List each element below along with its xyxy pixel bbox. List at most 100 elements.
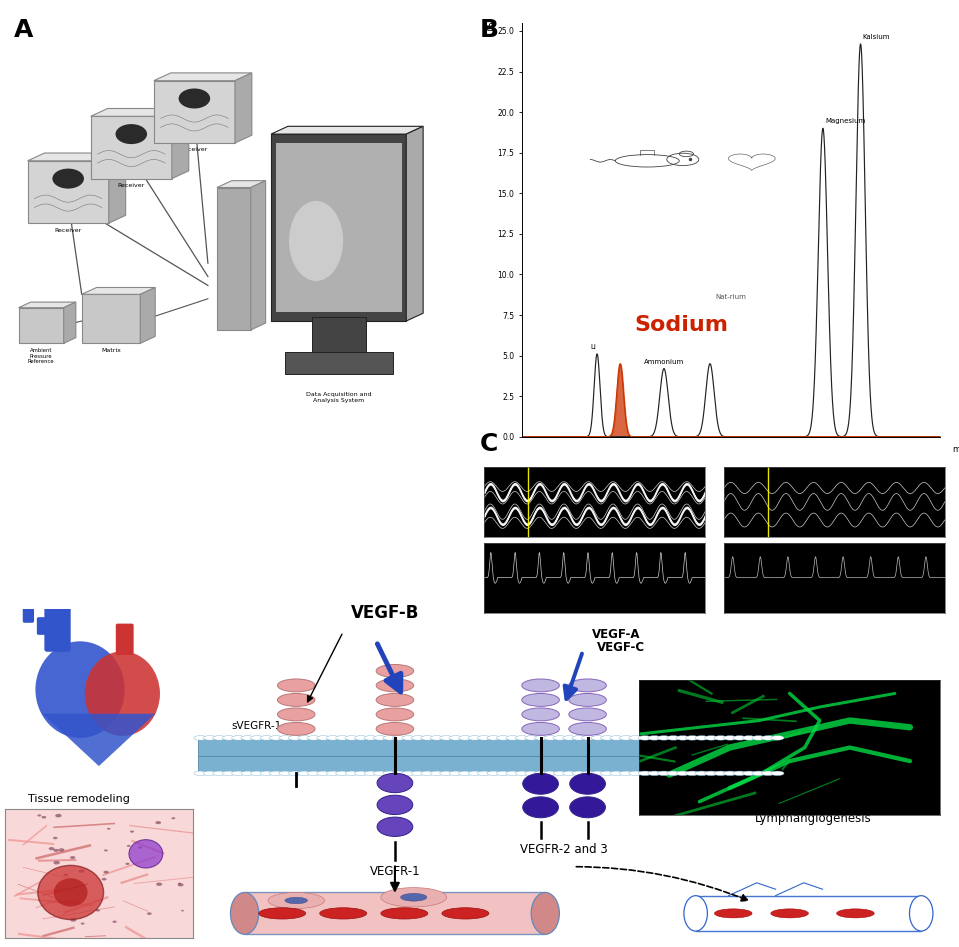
- Circle shape: [676, 736, 690, 741]
- Text: VEGFR-1: VEGFR-1: [369, 865, 420, 878]
- FancyBboxPatch shape: [198, 738, 781, 756]
- Circle shape: [374, 771, 386, 776]
- Polygon shape: [82, 288, 155, 295]
- Polygon shape: [153, 73, 252, 80]
- FancyBboxPatch shape: [245, 892, 546, 935]
- Text: VEGFR-2 and 3: VEGFR-2 and 3: [520, 843, 608, 856]
- Circle shape: [600, 771, 614, 776]
- Circle shape: [307, 736, 320, 741]
- Circle shape: [269, 771, 283, 776]
- Circle shape: [544, 771, 557, 776]
- Circle shape: [515, 771, 528, 776]
- Ellipse shape: [442, 908, 489, 919]
- Circle shape: [648, 736, 661, 741]
- Circle shape: [326, 736, 339, 741]
- Circle shape: [364, 736, 377, 741]
- Circle shape: [289, 736, 301, 741]
- Ellipse shape: [836, 909, 875, 918]
- Circle shape: [232, 736, 245, 741]
- FancyBboxPatch shape: [198, 756, 781, 774]
- Bar: [91, 116, 172, 179]
- Circle shape: [761, 771, 775, 776]
- Circle shape: [515, 736, 528, 741]
- Circle shape: [733, 736, 746, 741]
- Circle shape: [241, 771, 254, 776]
- Ellipse shape: [377, 795, 412, 814]
- Circle shape: [620, 771, 633, 776]
- Circle shape: [345, 771, 359, 776]
- Circle shape: [573, 736, 585, 741]
- Circle shape: [591, 736, 604, 741]
- Circle shape: [345, 736, 359, 741]
- Circle shape: [392, 736, 406, 741]
- Circle shape: [478, 736, 491, 741]
- Circle shape: [497, 771, 509, 776]
- Ellipse shape: [531, 892, 559, 935]
- Circle shape: [648, 771, 661, 776]
- Circle shape: [714, 771, 727, 776]
- Circle shape: [600, 736, 614, 741]
- Circle shape: [316, 736, 330, 741]
- Circle shape: [620, 736, 633, 741]
- Text: Hematopoiesis: Hematopoiesis: [29, 886, 111, 897]
- Ellipse shape: [319, 908, 366, 919]
- Bar: [312, 316, 365, 357]
- Ellipse shape: [268, 892, 324, 908]
- Circle shape: [402, 771, 415, 776]
- Circle shape: [695, 771, 709, 776]
- Circle shape: [241, 736, 254, 741]
- Text: VEGF-C: VEGF-C: [596, 641, 645, 654]
- Text: D: D: [19, 618, 39, 643]
- Circle shape: [449, 771, 462, 776]
- Ellipse shape: [377, 774, 412, 793]
- Polygon shape: [28, 153, 126, 161]
- Circle shape: [569, 708, 606, 721]
- Circle shape: [336, 771, 349, 776]
- Polygon shape: [18, 302, 76, 308]
- Ellipse shape: [570, 774, 605, 795]
- Circle shape: [326, 771, 339, 776]
- Circle shape: [752, 736, 765, 741]
- Circle shape: [307, 771, 320, 776]
- Ellipse shape: [381, 908, 428, 919]
- Circle shape: [723, 771, 737, 776]
- Ellipse shape: [684, 896, 708, 931]
- Ellipse shape: [909, 896, 933, 931]
- Bar: [285, 352, 393, 374]
- Circle shape: [582, 771, 595, 776]
- Ellipse shape: [178, 88, 210, 109]
- Circle shape: [376, 708, 413, 721]
- Circle shape: [667, 736, 680, 741]
- Text: Tissue remodeling: Tissue remodeling: [29, 795, 130, 804]
- Circle shape: [761, 736, 775, 741]
- Polygon shape: [91, 109, 189, 116]
- Text: Monocyte activation: Monocyte activation: [29, 864, 142, 874]
- Circle shape: [279, 771, 292, 776]
- Circle shape: [376, 723, 413, 735]
- Circle shape: [203, 736, 217, 741]
- Circle shape: [676, 771, 690, 776]
- Circle shape: [714, 736, 727, 741]
- Circle shape: [657, 736, 670, 741]
- Circle shape: [213, 736, 226, 741]
- Circle shape: [279, 736, 292, 741]
- Polygon shape: [235, 73, 252, 143]
- Text: VEGF-B: VEGF-B: [351, 604, 420, 622]
- Ellipse shape: [230, 892, 259, 935]
- Circle shape: [269, 736, 283, 741]
- Text: Lymphangiogenesis: Lymphangiogenesis: [755, 812, 872, 825]
- Ellipse shape: [570, 796, 605, 818]
- Circle shape: [355, 771, 367, 776]
- Circle shape: [544, 736, 557, 741]
- Text: Receiver: Receiver: [118, 183, 145, 188]
- Circle shape: [277, 708, 315, 721]
- Text: Angiogenesis: Angiogenesis: [29, 817, 103, 828]
- Circle shape: [639, 771, 651, 776]
- Circle shape: [705, 771, 717, 776]
- Circle shape: [582, 736, 595, 741]
- Circle shape: [497, 736, 509, 741]
- Bar: [217, 188, 250, 330]
- Polygon shape: [407, 126, 423, 321]
- Circle shape: [374, 736, 386, 741]
- Ellipse shape: [285, 898, 308, 903]
